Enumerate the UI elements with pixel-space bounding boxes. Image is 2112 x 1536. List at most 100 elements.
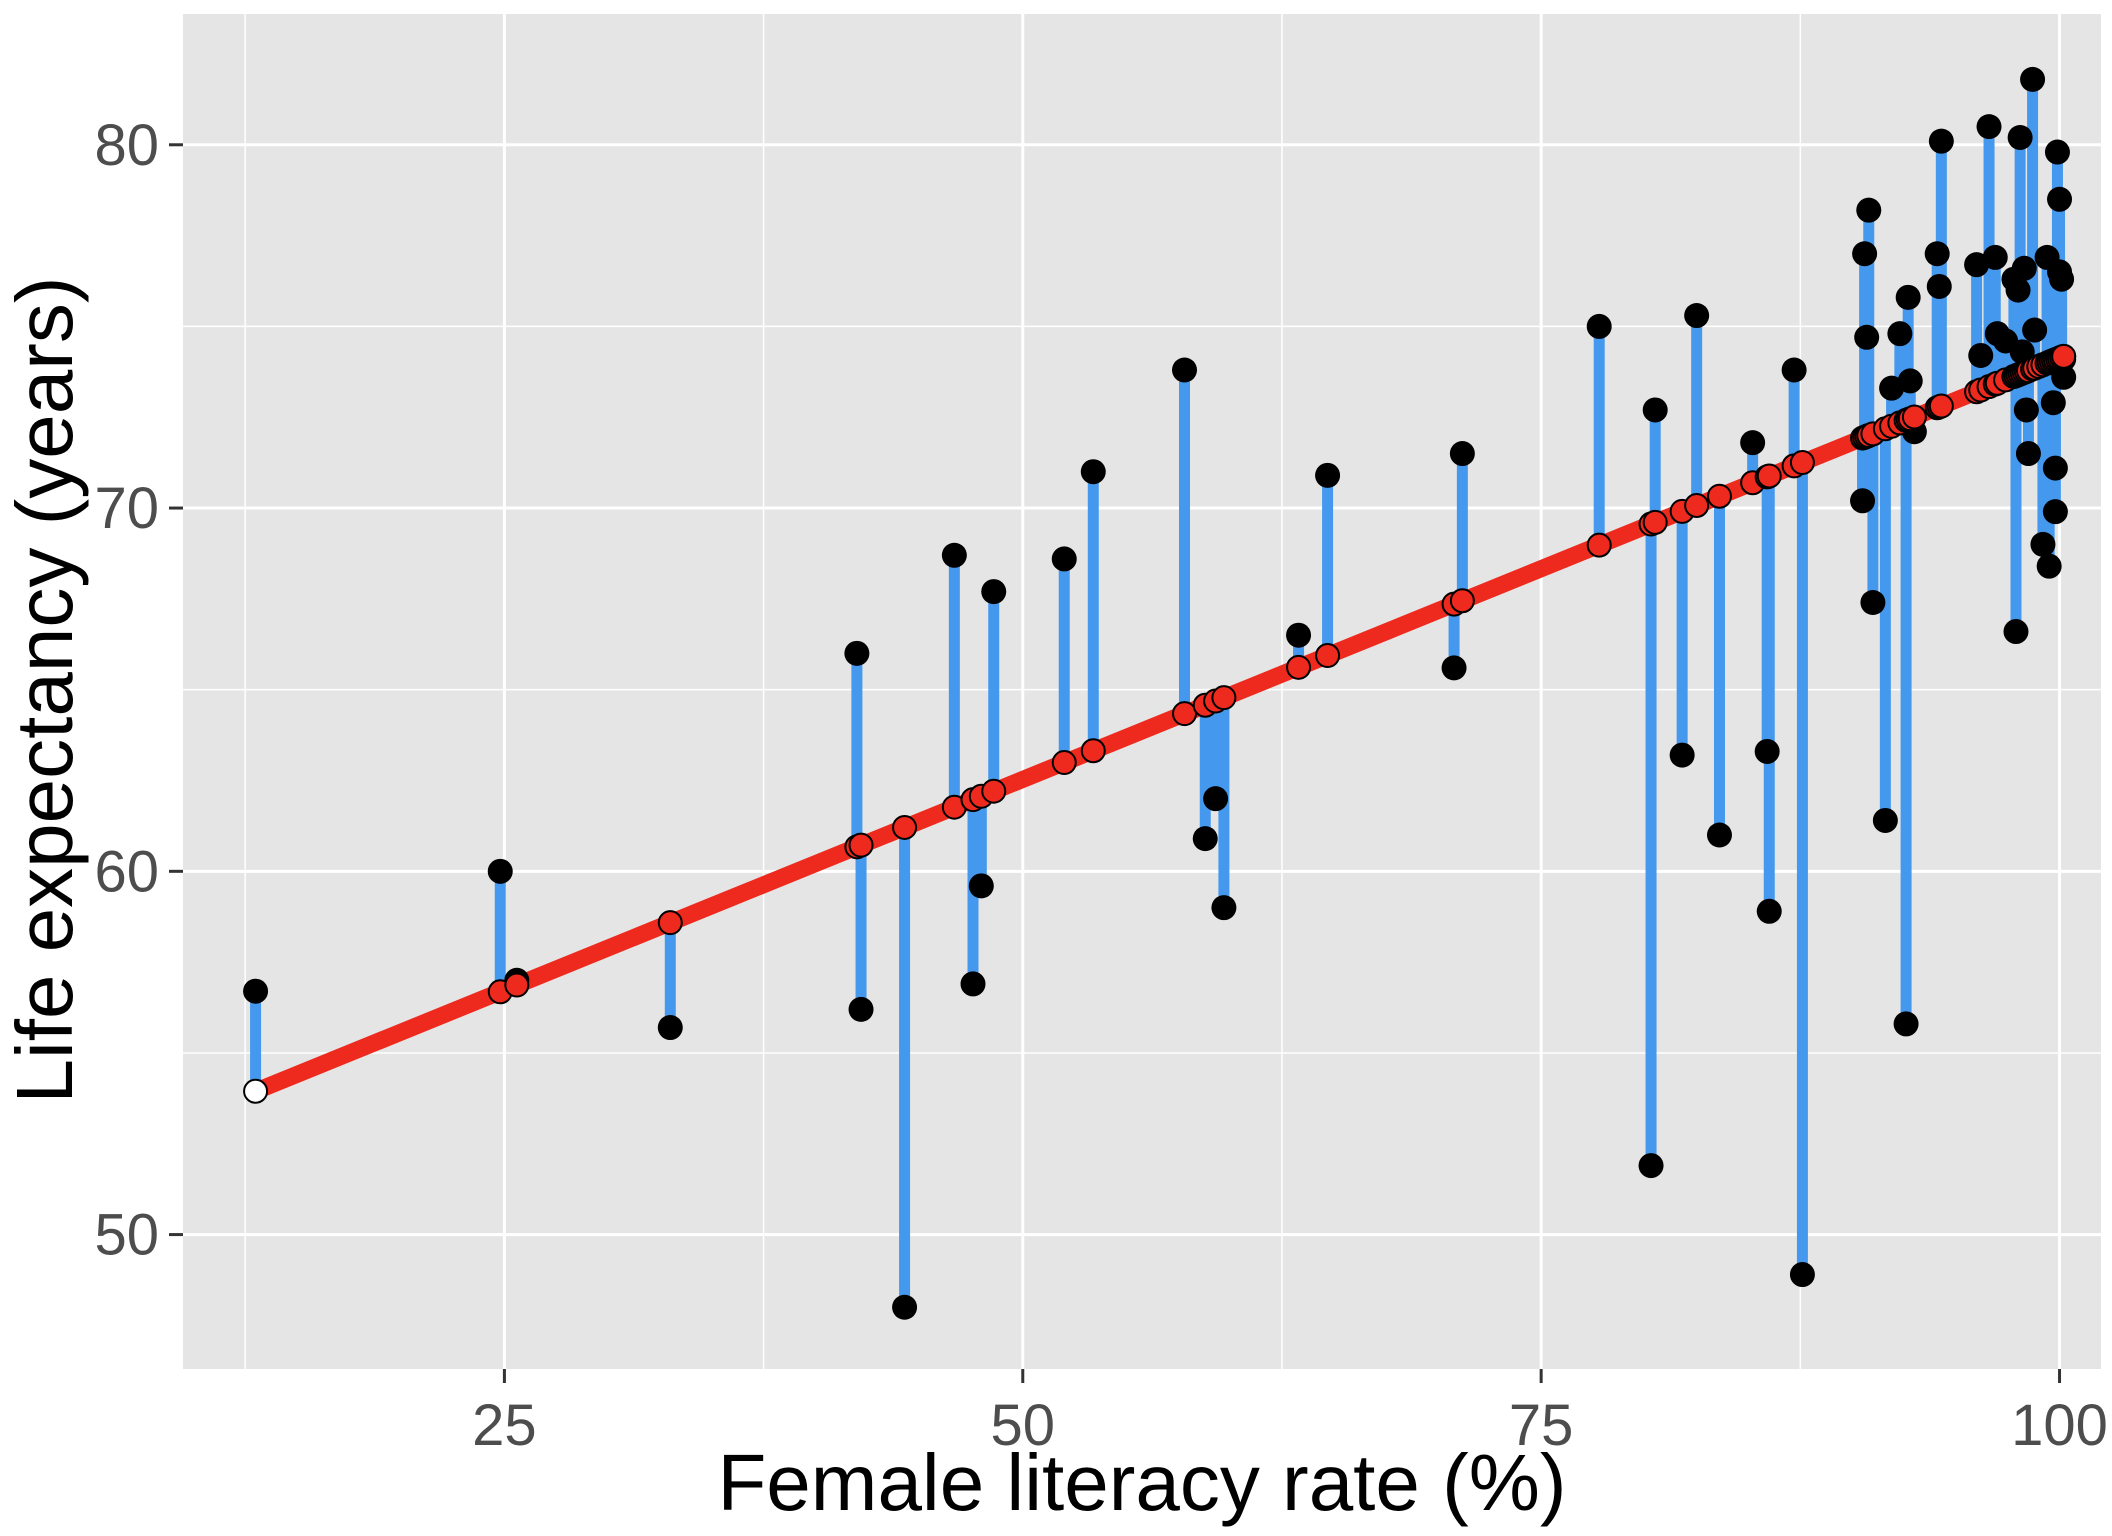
observed-point bbox=[2013, 397, 2039, 423]
y-tick-label: 80 bbox=[94, 113, 159, 178]
x-axis-ticks: 25 50 75 100 bbox=[472, 1369, 2108, 1458]
fitted-point bbox=[1756, 463, 1782, 489]
observed-point bbox=[1924, 241, 1950, 267]
observed-point bbox=[2011, 255, 2037, 281]
y-tick-label: 70 bbox=[94, 476, 159, 541]
observed-point bbox=[1754, 738, 1780, 764]
observed-point bbox=[1856, 197, 1882, 223]
observed-point bbox=[960, 971, 986, 997]
x-axis-title: Female literacy rate (%) bbox=[717, 1438, 1566, 1527]
observed-point bbox=[1315, 462, 1341, 488]
observed-point bbox=[243, 978, 269, 1004]
observed-point bbox=[2036, 553, 2062, 579]
fitted-point bbox=[2051, 343, 2077, 369]
observed-point bbox=[844, 640, 870, 666]
x-tick-label: 25 bbox=[472, 1393, 537, 1458]
observed-point bbox=[2040, 390, 2066, 416]
fitted-points bbox=[243, 343, 2077, 1104]
fitted-point bbox=[1315, 643, 1341, 669]
fitted-point bbox=[848, 832, 874, 858]
fitted-point bbox=[1286, 654, 1312, 680]
observed-point bbox=[1897, 368, 1923, 394]
fitted-point bbox=[243, 1078, 269, 1104]
observed-point bbox=[968, 873, 994, 899]
observed-point bbox=[1860, 589, 1886, 615]
observed-points bbox=[243, 66, 2077, 1320]
observed-point bbox=[1586, 313, 1612, 339]
observed-point bbox=[1756, 898, 1782, 924]
fitted-point bbox=[1211, 685, 1237, 711]
y-tick-label: 60 bbox=[94, 839, 159, 904]
observed-point bbox=[1706, 822, 1732, 848]
y-axis-title: Life expectancy (years) bbox=[0, 276, 89, 1103]
fitted-point bbox=[1449, 588, 1475, 614]
observed-point bbox=[1968, 342, 1994, 368]
observed-point bbox=[1449, 441, 1475, 467]
observed-point bbox=[1740, 430, 1766, 456]
observed-point bbox=[1926, 273, 1952, 299]
observed-point bbox=[1051, 546, 1077, 572]
observed-point bbox=[2049, 266, 2075, 292]
fitted-point bbox=[1789, 450, 1815, 476]
fitted-point bbox=[1684, 493, 1710, 519]
fitted-point bbox=[1051, 750, 1077, 776]
plot-panel bbox=[183, 14, 2101, 1369]
fitted-point bbox=[1172, 701, 1198, 727]
observed-point bbox=[1872, 807, 1898, 833]
fitted-point bbox=[504, 972, 530, 998]
residual-segments bbox=[250, 79, 2070, 1308]
fitted-point bbox=[1080, 738, 1106, 764]
fitted-point bbox=[657, 910, 683, 936]
observed-point bbox=[1684, 303, 1710, 329]
observed-point bbox=[1781, 357, 1807, 383]
observed-point bbox=[2015, 441, 2041, 467]
observed-point bbox=[2042, 455, 2068, 481]
observed-point bbox=[2020, 66, 2046, 92]
y-axis-ticks: 50 60 70 80 bbox=[94, 113, 183, 1268]
observed-point bbox=[1854, 324, 1880, 350]
observed-point bbox=[1893, 1011, 1919, 1037]
observed-point bbox=[892, 1294, 918, 1320]
observed-point bbox=[1080, 459, 1106, 485]
observed-point bbox=[2007, 125, 2033, 151]
observed-point bbox=[1789, 1262, 1815, 1288]
fitted-point bbox=[1586, 532, 1612, 558]
observed-point bbox=[1203, 786, 1229, 812]
fitted-point bbox=[1706, 483, 1732, 509]
observed-point bbox=[2030, 531, 2056, 557]
observed-point bbox=[1192, 826, 1218, 852]
observed-point bbox=[1982, 244, 2008, 270]
observed-point bbox=[2022, 317, 2048, 343]
observed-point bbox=[1441, 655, 1467, 681]
observed-point bbox=[1928, 128, 1954, 154]
observed-point bbox=[1976, 114, 2002, 140]
observed-point bbox=[1642, 397, 1668, 423]
fitted-point bbox=[1928, 393, 1954, 419]
observed-point bbox=[1669, 742, 1695, 768]
fitted-point bbox=[981, 778, 1007, 804]
observed-point bbox=[1852, 241, 1878, 267]
observed-point bbox=[2003, 619, 2029, 645]
x-tick-label: 75 bbox=[1509, 1393, 1574, 1458]
observed-point bbox=[848, 996, 874, 1022]
observed-point bbox=[487, 858, 513, 884]
observed-point bbox=[2042, 499, 2068, 525]
fitted-point bbox=[1642, 509, 1668, 535]
observed-point bbox=[1895, 284, 1921, 310]
fitted-point bbox=[1901, 404, 1927, 430]
observed-point bbox=[981, 579, 1007, 605]
fitted-point bbox=[892, 814, 918, 840]
observed-point bbox=[1172, 357, 1198, 383]
x-tick-label: 50 bbox=[991, 1393, 1056, 1458]
observed-point bbox=[1850, 488, 1876, 514]
major-gridlines bbox=[183, 14, 2101, 1369]
x-tick-label: 100 bbox=[2011, 1393, 2108, 1458]
observed-point bbox=[657, 1015, 683, 1041]
observed-point bbox=[1887, 321, 1913, 347]
observed-point bbox=[2044, 139, 2070, 165]
observed-point bbox=[1638, 1153, 1664, 1179]
observed-point bbox=[2047, 186, 2073, 212]
minor-gridlines bbox=[183, 14, 2101, 1369]
observed-point bbox=[2005, 277, 2031, 303]
